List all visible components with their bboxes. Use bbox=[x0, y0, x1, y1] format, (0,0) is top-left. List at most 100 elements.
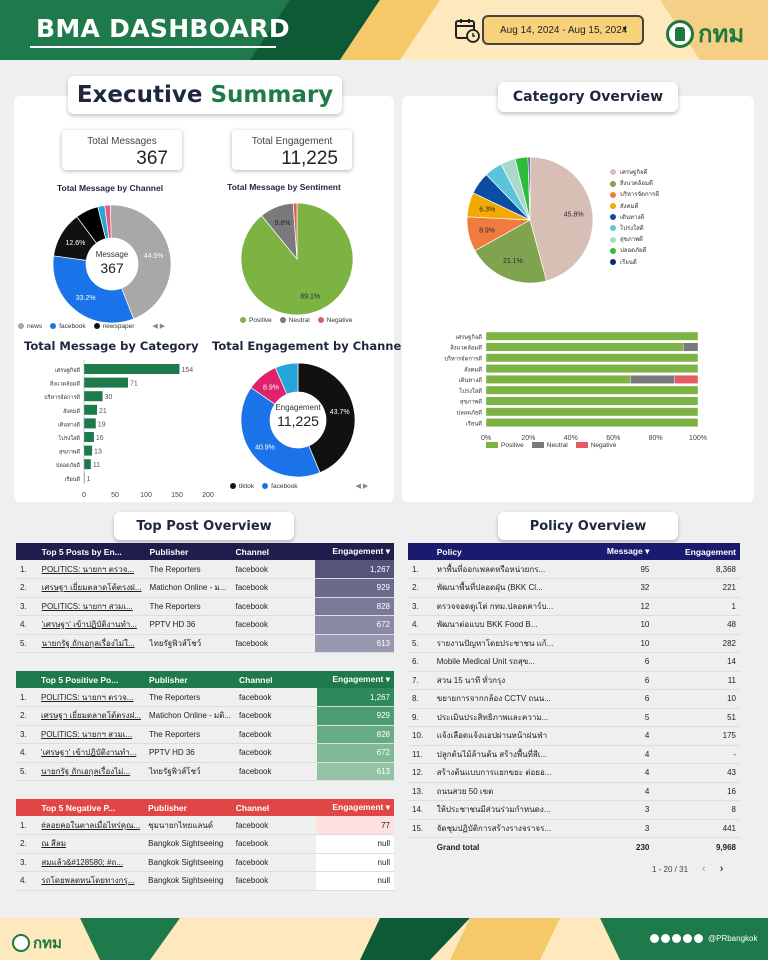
table-row[interactable]: 2. ณ สีลม Bangkok Sightseeing facebook null bbox=[16, 834, 394, 854]
table-row[interactable]: 5. นายกรัฐ ถักเอกุลเรื่องไม่... ไทยรัฐพิวส… bbox=[16, 762, 394, 781]
grand-total-cell bbox=[408, 838, 433, 857]
x-tick-label: 40% bbox=[564, 435, 578, 442]
pie-slice-3 bbox=[274, 362, 299, 395]
stacked-segment-positive bbox=[485, 331, 699, 341]
table-cell: The Reporters bbox=[144, 725, 236, 744]
table-row[interactable]: 3. ตรวจจอดดูเโต่ กทม.ปลอดคาร์บ... 12 1 bbox=[408, 597, 740, 616]
table-cell: ปลูกต้นไม้ล้านต้น สร้างพื้นที่สีเ... bbox=[432, 745, 567, 764]
policy-overview-title: Policy Overview bbox=[498, 512, 678, 540]
donut-center-label: Message bbox=[96, 250, 129, 259]
social-handle: @PRbangkok bbox=[708, 934, 758, 943]
table-row[interactable]: 5. นายกรัฐ ถักเอกุลเรื่องไม่ใ... ไทยรัฐพิว… bbox=[16, 634, 394, 653]
table-cell: 32 bbox=[566, 578, 654, 598]
table-row[interactable]: 1. POLITICS: นายกฯ ตรวจ... The Reporters fa… bbox=[16, 560, 394, 579]
next-page-icon[interactable]: › bbox=[719, 863, 724, 875]
facebook-icon[interactable] bbox=[650, 934, 659, 943]
category-legend-item: บริหารจัดการดี bbox=[610, 190, 659, 201]
table-row[interactable]: 13. ถนนสวย 50 เขต 4 16 bbox=[408, 782, 740, 801]
stacked-category-label: สังคมดี bbox=[464, 365, 482, 373]
chevron-down-icon: ▼ bbox=[621, 26, 628, 33]
date-range-picker[interactable]: Aug 14, 2024 - Aug 15, 2024 ▼ bbox=[482, 15, 644, 45]
bar-category-label: เรียนดี bbox=[65, 476, 81, 483]
youtube-icon[interactable] bbox=[683, 934, 692, 943]
table-header-cell[interactable]: Engagement ▾ bbox=[316, 671, 394, 688]
table-row[interactable]: 1. POLITICS: นายกฯ ตรวจ... The Reporters fa… bbox=[16, 688, 394, 707]
bar-value-label: 13 bbox=[94, 449, 102, 456]
table-header-cell: Top 5 Negative P... bbox=[37, 799, 145, 816]
legend-nav-icon[interactable]: ◀ ▶ bbox=[152, 323, 166, 330]
legend-item-positive: Positive bbox=[486, 442, 524, 449]
table-row[interactable]: 12. สร้างต้นแบบการแยกขยะ ต่อยอ... 4 43 bbox=[408, 763, 740, 783]
table-row[interactable]: 15. จัดชุมปฏิบัติการสร้างรางจราจร... 3 441 bbox=[408, 819, 740, 838]
tiktok-icon[interactable] bbox=[694, 934, 703, 943]
table-cell: POLITICS: นายกฯ ตรวจ... bbox=[37, 688, 145, 707]
table-cell: หาพื้นที่ออกเพลตหรือหน่วยกร... bbox=[432, 560, 567, 579]
table-row[interactable]: 7. สวน 15 นาที ทั่วกรุง 6 11 bbox=[408, 671, 740, 690]
table-cell: 12 bbox=[566, 597, 654, 616]
table-row[interactable]: 2. พัฒนาพื้นที่ปลอดฝุ่น (BKK Cl... 32 221 bbox=[408, 578, 740, 598]
table-cell: 5. bbox=[408, 634, 433, 653]
table-header-cell: Publisher bbox=[144, 671, 236, 688]
category-bar-chart: เศรษฐกิจดี 154 สิ่งแวดล้อมดี 71 บริหารจัดการ… bbox=[44, 360, 214, 498]
table-row[interactable]: 4. พัฒนาต่อแบบ BKK Food B... 10 48 bbox=[408, 615, 740, 635]
x-tick-label: 100% bbox=[689, 435, 707, 442]
table-row[interactable]: 9. ประเมินประสิทธิภาพและความ... 5 51 bbox=[408, 708, 740, 727]
x-icon[interactable] bbox=[661, 934, 670, 943]
prev-page-icon[interactable]: ‹ bbox=[702, 863, 706, 875]
pie-slice-0 bbox=[529, 156, 594, 282]
table-cell: 1,267 bbox=[315, 560, 394, 579]
table-row[interactable]: 3. สมแล้ว&#128580; #ถ... Bangkok Sightseei… bbox=[16, 853, 394, 872]
policy-table: Policy Message ▾ Engagement 1. หาพื้นที่ออกเ… bbox=[408, 543, 740, 856]
table-row[interactable]: 8. ขยายการจากกล้อง CCTV ถนน... 6 10 bbox=[408, 689, 740, 709]
stacked-category-label: บริหารจัดการดี bbox=[444, 355, 482, 363]
table-cell: Mobile Medical Unit รถสุข... bbox=[432, 652, 567, 672]
calendar-icon[interactable] bbox=[454, 17, 480, 43]
table-cell: 48 bbox=[653, 615, 740, 635]
table-row[interactable]: 4. 'เศรษฐา' เข้าปฏิบัติงานทำ... PPTV HD 36… bbox=[16, 615, 394, 635]
table-cell: ณ สีลม bbox=[37, 834, 145, 854]
table-header-cell[interactable]: Engagement ▾ bbox=[315, 543, 394, 560]
category-legend-item: ปลอดภัยดี bbox=[610, 246, 659, 257]
grand-total-cell: 230 bbox=[636, 842, 650, 852]
table-row[interactable]: 2. เศรษฐา เยี่ยมตลาดโต้ตรงฝ... Matichon On… bbox=[16, 706, 394, 726]
legend-item-newspaper: newspaper bbox=[93, 323, 134, 330]
table-row[interactable]: 3. POLITICS: นายกฯ สวมเ... The Reporters fa… bbox=[16, 725, 394, 744]
table-row[interactable]: 6. Mobile Medical Unit รถสุข... 6 14 bbox=[408, 652, 740, 672]
table-cell: 8. bbox=[408, 689, 433, 709]
table-row[interactable]: 1. #ลอยคอในตาลเมื่อไหร่คุณ... ชุมนายกไทยแล… bbox=[16, 816, 394, 835]
table-row[interactable]: 5. รายงานปัญหาโดยประชาชน แก้... 10 282 bbox=[408, 634, 740, 653]
category-overview-title: Category Overview bbox=[498, 82, 678, 112]
table-row[interactable]: 10. แจ้งเลือดแจ้งแอปผ่านหน้าฝนฟ่า 4 175 bbox=[408, 726, 740, 746]
legend-item-tiktok: tiktok bbox=[230, 483, 254, 490]
instagram-icon[interactable] bbox=[672, 934, 681, 943]
table-row[interactable]: 3. POLITICS: นายกฯ สวมเ... The Reporters fa… bbox=[16, 597, 394, 616]
table-header-cell[interactable]: Engagement ▾ bbox=[315, 799, 394, 816]
stacked-segment-neutral bbox=[629, 375, 675, 384]
table-row[interactable]: 4. รถโดยพลตหนโดยทางกรุ... Bangkok Sightsee… bbox=[16, 871, 394, 891]
legend-dot-icon bbox=[610, 214, 616, 221]
x-tick-label: 80% bbox=[649, 435, 663, 442]
table-cell: 613 bbox=[315, 634, 394, 653]
table-header-cell[interactable]: Message ▾ bbox=[566, 543, 654, 560]
legend-label: สุขภาพดี bbox=[620, 237, 643, 244]
table-cell: 'เศรษฐา' เข้าปฏิบัติงานทำ... bbox=[37, 615, 146, 635]
top-post-overview-title: Top Post Overview bbox=[114, 512, 294, 540]
stacked-segment-positive bbox=[485, 364, 699, 374]
table-row[interactable]: 1. หาพื้นที่ออกเพลตหรือหน่วยกร... 95 8,368 bbox=[408, 560, 740, 579]
engagement-chart-title: Total Engagement by Channel bbox=[212, 339, 406, 353]
legend-nav-icon[interactable]: ◀ ▶ bbox=[355, 483, 369, 490]
bar-category-label: สังคมดี bbox=[63, 408, 80, 415]
table-row[interactable]: 4. 'เศรษฐา' เข้าปฏิบัติงานทำ... PPTV HD 36… bbox=[16, 743, 394, 763]
legend-item-news: news bbox=[18, 323, 42, 330]
table-row[interactable]: 2. เศรษฐา เยี่ยมตลาดโต้ตรงฝ... Matichon On… bbox=[16, 578, 394, 598]
legend-dot-icon bbox=[610, 191, 616, 198]
table-cell: 10 bbox=[566, 634, 654, 653]
x-tick-label: 0% bbox=[481, 435, 491, 442]
table-cell: facebook bbox=[231, 853, 316, 872]
table-cell: PPTV HD 36 bbox=[145, 615, 232, 635]
table-row[interactable]: 11. ปลูกต้นไม้ล้านต้น สร้างพื้นที่สีเ... 4… bbox=[408, 745, 740, 764]
bar bbox=[84, 432, 94, 442]
bar bbox=[84, 377, 129, 388]
table-row[interactable]: 14. ให้ประชาชนมีส่วนร่วมกำหนดง... 3 8 bbox=[408, 800, 740, 820]
